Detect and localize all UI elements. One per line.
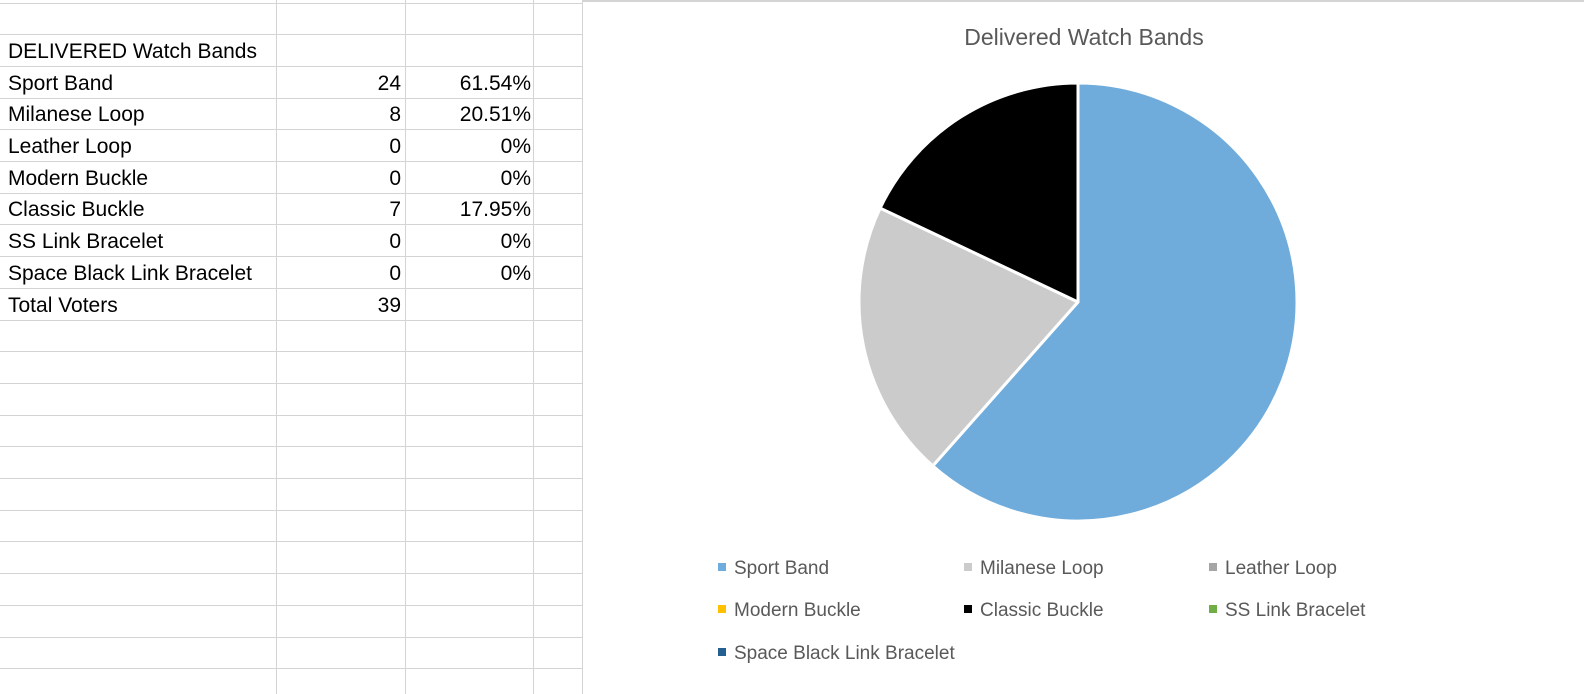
grid-column-line	[533, 0, 534, 694]
legend-label: Modern Buckle	[734, 600, 861, 621]
row-label-cell[interactable]: SS Link Bracelet	[8, 230, 164, 253]
grid-row-line	[0, 129, 583, 130]
grid-column-line	[582, 0, 583, 694]
grid-tick	[662, 0, 663, 3]
grid-column-line	[405, 0, 406, 694]
grid-tick	[1048, 0, 1049, 3]
legend-swatch	[718, 647, 726, 656]
row-percent-cell[interactable]: 61.54%	[459, 72, 531, 95]
grid-row-line	[0, 351, 583, 352]
grid-row-line	[0, 320, 583, 321]
row-percent-cell[interactable]: 17.95%	[459, 198, 531, 221]
legend-item[interactable]: Sport Band	[718, 558, 829, 580]
grid-row-line	[0, 541, 583, 542]
grid-row-line	[0, 605, 583, 606]
pie-slice[interactable]	[857, 206, 1080, 468]
row-label-cell[interactable]: Classic Buckle	[8, 198, 145, 221]
row-count-cell[interactable]: 0	[389, 262, 401, 285]
grid-row-line	[0, 66, 583, 67]
grid-row-line	[0, 637, 583, 638]
row-percent-cell[interactable]: 20.51%	[459, 103, 531, 126]
grid-row-line	[0, 256, 583, 257]
grid-row-line	[0, 478, 583, 479]
legend-label: SS Link Bracelet	[1225, 600, 1366, 621]
legend-swatch	[964, 604, 972, 613]
chart-title: Delivered Watch Bands	[964, 24, 1204, 50]
grid-row-line	[0, 161, 583, 162]
row-count-cell[interactable]: 0	[389, 135, 401, 158]
pie-chart[interactable]: Delivered Watch Bands Sport Band Milanese…	[584, 2, 1584, 694]
legend-swatch	[1209, 604, 1217, 613]
grid-row-line	[0, 288, 583, 289]
row-count-cell[interactable]: 7	[389, 198, 401, 221]
row-count-cell[interactable]: 24	[377, 72, 401, 95]
legend-label: Leather Loop	[1225, 558, 1337, 579]
row-label-cell[interactable]: Leather Loop	[8, 135, 132, 158]
legend-swatch	[718, 562, 726, 571]
legend-label: Space Black Link Bracelet	[734, 643, 955, 664]
pie-slice[interactable]	[878, 81, 1080, 304]
grid-row-line	[0, 446, 583, 447]
legend-label: Milanese Loop	[980, 558, 1104, 579]
row-percent-cell[interactable]: 0%	[500, 262, 531, 285]
row-label-cell[interactable]: Space Black Link Bracelet	[8, 262, 252, 285]
grid-row-line	[0, 224, 583, 225]
grid-tick	[1434, 0, 1435, 3]
legend-item[interactable]: Modern Buckle	[718, 600, 861, 622]
grid-tick	[791, 0, 792, 3]
pie-svg	[857, 81, 1299, 523]
legend-item[interactable]: Leather Loop	[1209, 558, 1337, 580]
legend-item[interactable]: Space Black Link Bracelet	[718, 643, 955, 665]
row-percent-cell[interactable]: 0%	[500, 135, 531, 158]
total-label-cell[interactable]: Total Voters	[8, 294, 118, 317]
grid-tick	[1177, 0, 1178, 3]
grid-column-line	[276, 0, 277, 694]
grid-row-line	[0, 668, 583, 669]
legend-item[interactable]: Classic Buckle	[964, 600, 1104, 622]
legend-swatch	[718, 604, 726, 613]
pie-slice[interactable]	[931, 81, 1299, 523]
row-count-cell[interactable]: 8	[389, 103, 401, 126]
row-label-cell[interactable]: Sport Band	[8, 72, 114, 95]
grid-row-line	[0, 98, 583, 99]
grid-row-line	[0, 510, 583, 511]
row-label-cell[interactable]: Modern Buckle	[8, 167, 149, 190]
legend-item[interactable]: Milanese Loop	[964, 558, 1104, 580]
row-count-cell[interactable]: 0	[389, 167, 401, 190]
row-count-cell[interactable]: 0	[389, 230, 401, 253]
total-count-cell[interactable]: 39	[377, 294, 401, 317]
grid-top-line	[583, 0, 1584, 2]
grid-row-line	[0, 3, 583, 4]
table-header-cell[interactable]: DELIVERED Watch Bands	[8, 40, 257, 63]
legend-label: Classic Buckle	[980, 600, 1104, 621]
grid-row-line	[0, 415, 583, 416]
grid-tick	[919, 0, 920, 3]
grid-row-line	[0, 383, 583, 384]
row-label-cell[interactable]: Milanese Loop	[8, 103, 145, 126]
row-percent-cell[interactable]: 0%	[500, 230, 531, 253]
grid-tick	[1305, 0, 1306, 3]
legend-item[interactable]: SS Link Bracelet	[1209, 600, 1365, 622]
legend-swatch	[1209, 562, 1217, 571]
grid-row-line	[0, 193, 583, 194]
row-percent-cell[interactable]: 0%	[500, 167, 531, 190]
grid-row-line	[0, 573, 583, 574]
legend-swatch	[964, 562, 972, 571]
grid-row-line	[0, 34, 583, 35]
legend-label: Sport Band	[734, 558, 830, 579]
